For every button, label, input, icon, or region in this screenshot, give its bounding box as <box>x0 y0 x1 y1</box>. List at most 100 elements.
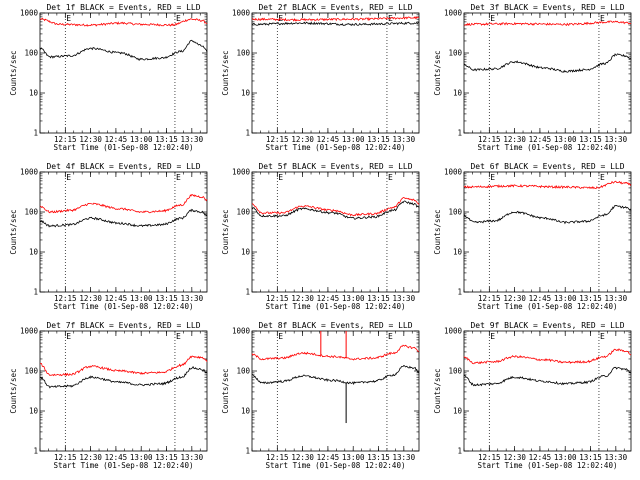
panel-5-y-tick-label: 1000 <box>232 168 251 177</box>
panel-1-y-tick-label: 1000 <box>20 9 39 18</box>
panel-5-x-axis-label: Start Time (01-Sep-08 12:02:40) <box>266 302 406 311</box>
panel-6-y-tick-label: 1 <box>457 288 462 297</box>
panel-4-x-tick-label: 12:30 <box>79 294 102 303</box>
panel-2-y-tick-label: 100 <box>236 49 250 58</box>
panel-3-y-axis-label: Counts/sec <box>433 50 442 95</box>
panel-9-y-tick-label: 1 <box>457 447 462 456</box>
panel-4-y-tick-label: 1 <box>33 288 38 297</box>
panel-3-e-marker: E <box>600 14 605 23</box>
panel-3-x-tick-label: 13:00 <box>554 135 577 144</box>
panel-4-x-tick-label: 13:30 <box>181 294 204 303</box>
panel-2-y-axis-label: Counts/sec <box>221 50 230 95</box>
panel-2-title: Det 2f BLACK = Events, RED = LLD <box>258 3 412 12</box>
panel-1-x-tick-label: 13:00 <box>130 135 153 144</box>
panel-4-y-tick-label: 1000 <box>20 168 39 177</box>
panel-8-x-tick-label: 13:00 <box>342 453 365 462</box>
panel-7-x-tick-label: 12:30 <box>79 453 102 462</box>
panel-5-lld-line <box>251 197 420 217</box>
panel-3-y-tick-label: 1000 <box>444 9 463 18</box>
panel-2-events-line <box>251 21 420 26</box>
panel-4-x-tick-label: 13:15 <box>155 294 178 303</box>
panel-5-frame <box>251 171 420 293</box>
panel-3-x-tick-label: 12:30 <box>503 135 526 144</box>
panel-9-y-axis-label: Counts/sec <box>433 368 442 413</box>
panel-9-x-tick-label: 13:00 <box>554 453 577 462</box>
panel-3-e-marker: E <box>490 14 495 23</box>
panel-6-y-tick-label: 10 <box>453 248 463 257</box>
panel-1-x-axis-label: Start Time (01-Sep-08 12:02:40) <box>54 143 194 152</box>
panel-6-title: Det 6f BLACK = Events, RED = LLD <box>470 162 624 171</box>
panel-6-events-line <box>463 204 632 225</box>
panel-6-x-axis-label: Start Time (01-Sep-08 12:02:40) <box>478 302 618 311</box>
panel-8-y-tick-label: 1000 <box>232 327 251 336</box>
panel-1-frame <box>39 12 208 134</box>
panel-3-events-line <box>463 53 632 73</box>
panel-8-title: Det 8f BLACK = Events, RED = LLD <box>258 321 412 330</box>
panel-7-x-tick-label: 13:00 <box>130 453 153 462</box>
panel-9-e-marker: E <box>600 332 605 341</box>
panel-9-y-tick-label: 10 <box>453 407 463 416</box>
panel-7-y-tick-label: 100 <box>24 367 38 376</box>
panel-4-y-tick-label: 100 <box>24 208 38 217</box>
panel-7-title: Det 7f BLACK = Events, RED = LLD <box>46 321 200 330</box>
panel-5-x-tick-label: 12:45 <box>317 294 340 303</box>
panel-7-e-marker: E <box>66 332 71 341</box>
panel-6-y-tick-label: 1000 <box>444 168 463 177</box>
panel-1-y-tick-label: 10 <box>29 89 39 98</box>
panel-6-y-tick-label: 100 <box>448 208 462 217</box>
panel-3-x-tick-label: 12:45 <box>529 135 552 144</box>
panel-5-e-marker: E <box>278 173 283 182</box>
panel-3-x-tick-label: 13:30 <box>605 135 628 144</box>
panel-3-lld-line <box>463 20 632 27</box>
panel-4-y-tick-label: 10 <box>29 248 39 257</box>
panel-5-x-tick-label: 13:15 <box>367 294 390 303</box>
panel-7-events-line <box>39 366 208 389</box>
panel-8-x-tick-label: 12:45 <box>317 453 340 462</box>
panel-6-x-tick-label: 12:15 <box>478 294 501 303</box>
panel-1-y-tick-label: 100 <box>24 49 38 58</box>
panel-5-title: Det 5f BLACK = Events, RED = LLD <box>258 162 412 171</box>
panel-7-y-tick-label: 1 <box>33 447 38 456</box>
panel-8-y-tick-label: 10 <box>241 407 251 416</box>
panel-9-lld-line <box>463 348 632 365</box>
panel-6-lld-line <box>463 180 632 190</box>
panel-5-y-tick-label: 10 <box>241 248 251 257</box>
panel-7-x-tick-label: 13:15 <box>155 453 178 462</box>
panel-8-frame <box>251 330 420 452</box>
panel-9-x-tick-label: 12:30 <box>503 453 526 462</box>
panel-3-title: Det 3f BLACK = Events, RED = LLD <box>470 3 624 12</box>
panel-9-title: Det 9f BLACK = Events, RED = LLD <box>470 321 624 330</box>
panel-5-x-tick-label: 12:15 <box>266 294 289 303</box>
panel-2-x-tick-label: 12:15 <box>266 135 289 144</box>
panel-6-x-tick-label: 13:00 <box>554 294 577 303</box>
panel-3-x-tick-label: 12:15 <box>478 135 501 144</box>
panel-2-x-axis-label: Start Time (01-Sep-08 12:02:40) <box>266 143 406 152</box>
panel-7-x-axis-label: Start Time (01-Sep-08 12:02:40) <box>54 461 194 470</box>
panel-5-x-tick-label: 12:30 <box>291 294 314 303</box>
panel-6-e-marker: E <box>600 173 605 182</box>
panel-6-frame <box>463 171 632 293</box>
panel-9-x-tick-label: 13:30 <box>605 453 628 462</box>
panel-9-x-tick-label: 12:15 <box>478 453 501 462</box>
panel-4-x-tick-label: 12:15 <box>54 294 77 303</box>
panel-4-e-marker: E <box>176 173 181 182</box>
panel-8-e-marker: E <box>388 332 393 341</box>
panel-1-lld-line <box>39 17 208 27</box>
panel-5-events-line <box>251 200 420 220</box>
panel-6-y-axis-label: Counts/sec <box>433 209 442 254</box>
panel-8-e-marker: E <box>278 332 283 341</box>
panel-2-x-tick-label: 12:45 <box>317 135 340 144</box>
panel-7-y-tick-label: 10 <box>29 407 39 416</box>
panel-2-x-tick-label: 13:00 <box>342 135 365 144</box>
panel-2-lld-line <box>251 16 420 22</box>
panel-7-y-axis-label: Counts/sec <box>9 368 18 413</box>
panel-1-e-marker: E <box>66 14 71 23</box>
panel-1-y-tick-label: 1 <box>33 129 38 138</box>
panel-5-x-tick-label: 13:30 <box>393 294 416 303</box>
panel-2-x-tick-label: 13:15 <box>367 135 390 144</box>
panel-1-x-tick-label: 12:30 <box>79 135 102 144</box>
panel-8-y-tick-label: 100 <box>236 367 250 376</box>
panel-1-x-tick-label: 12:15 <box>54 135 77 144</box>
panel-9-y-tick-label: 1000 <box>444 327 463 336</box>
panel-6-e-marker: E <box>490 173 495 182</box>
